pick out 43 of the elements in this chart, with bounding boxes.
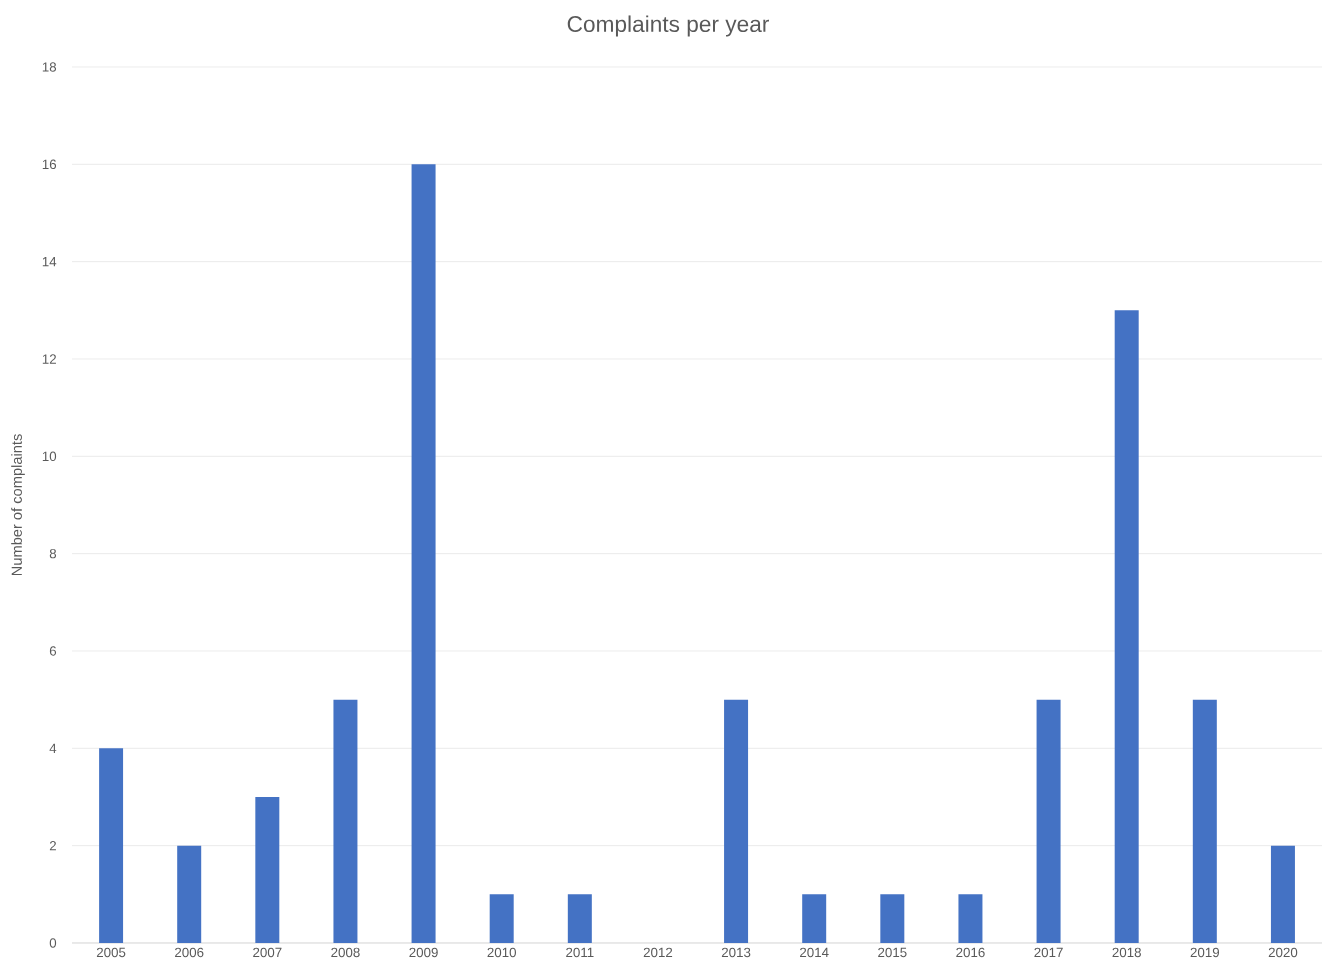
x-tick-label: 2010 — [487, 947, 517, 958]
x-tick-label: 2005 — [96, 947, 126, 958]
x-tick-label: 2019 — [1190, 947, 1220, 958]
y-tick-label: 18 — [42, 62, 57, 72]
y-axis-title: Number of complaints — [11, 434, 25, 576]
y-tick-label: 14 — [42, 257, 57, 267]
x-tick-label: 2020 — [1268, 947, 1298, 958]
bar — [255, 796, 280, 943]
bar — [1036, 699, 1061, 943]
x-tick-label: 2013 — [721, 947, 751, 958]
bar — [1192, 699, 1217, 943]
x-tick-label: 2018 — [1112, 947, 1141, 958]
bar — [567, 894, 592, 943]
x-tick-label: 2012 — [643, 947, 673, 958]
bar — [99, 748, 124, 943]
y-tick-label: 4 — [49, 743, 57, 753]
x-tick-label: 2016 — [956, 947, 985, 958]
x-tick-label: 2007 — [253, 947, 282, 958]
chart-title: Complaints per year — [567, 15, 769, 37]
y-tick-label: 2 — [49, 841, 56, 851]
x-tick-label: 2009 — [409, 947, 438, 958]
y-tick-label: 10 — [42, 451, 57, 462]
y-tick-label: 6 — [49, 646, 57, 656]
bar — [1114, 310, 1139, 943]
x-tick-label: 2014 — [800, 947, 829, 958]
bar — [489, 894, 514, 943]
y-tick-label: 16 — [42, 159, 57, 170]
y-tick-label: 0 — [49, 938, 57, 948]
bar — [177, 845, 202, 943]
y-tick-label: 8 — [49, 548, 57, 559]
x-tick-label: 2008 — [331, 947, 360, 958]
bar — [958, 894, 983, 943]
bar — [880, 894, 905, 943]
y-tick-label: 12 — [42, 354, 56, 364]
bar — [724, 699, 749, 943]
bar — [411, 164, 436, 943]
x-tick-label: 2011 — [566, 947, 594, 958]
bar — [802, 894, 827, 943]
bar — [333, 699, 358, 943]
bar — [1270, 845, 1295, 943]
x-tick-label: 2006 — [175, 947, 204, 958]
x-tick-label: 2015 — [878, 947, 907, 958]
x-tick-label: 2017 — [1034, 947, 1063, 958]
